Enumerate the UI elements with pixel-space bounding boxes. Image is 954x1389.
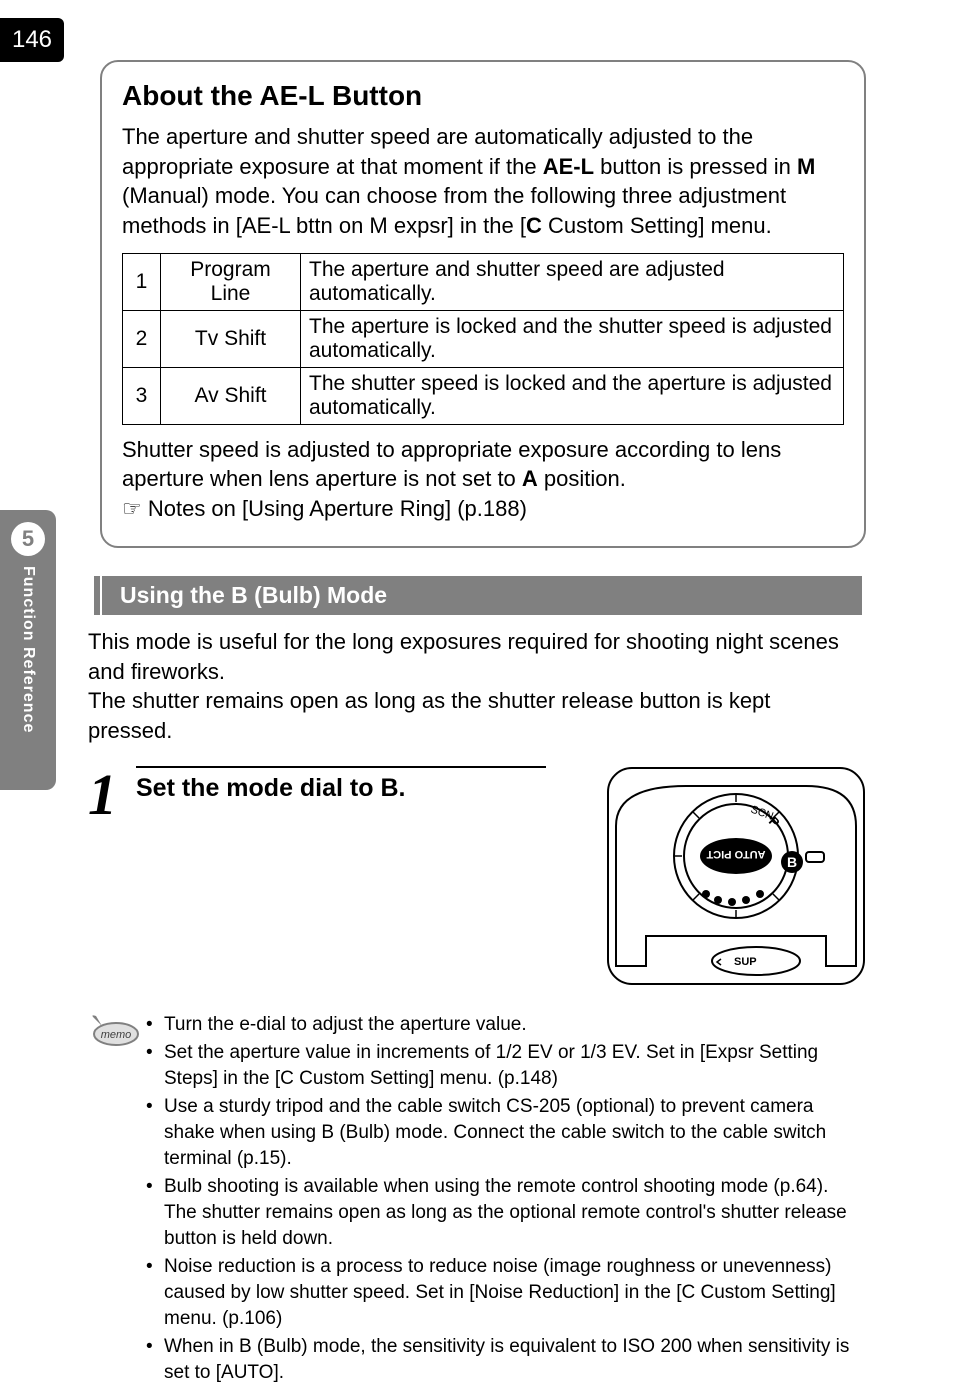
callout-after-1: Shutter speed is adjusted to appropriate… [122, 437, 781, 492]
callout-after-2: position. [538, 466, 626, 491]
step-text: Set the mode dial to B. [136, 766, 546, 803]
list-item: Set the aperture value in increments of … [146, 1040, 866, 1091]
chapter-title: Function Reference [19, 566, 37, 733]
dial-center-label: AUTO PICT [706, 848, 765, 860]
list-item: Bulb shooting is available when using th… [146, 1174, 866, 1251]
memo-list: Turn the e-dial to adjust the aperture v… [142, 1012, 866, 1389]
step-text-b: B [380, 774, 398, 802]
callout-after-note: Notes on [Using Aperture Ring] (p.188) [142, 496, 527, 521]
content-area: About the AE-L Button The aperture and s… [88, 60, 866, 1389]
step-number: 1 [88, 766, 136, 824]
memo-row: memo Turn the e-dial to adjust the apert… [88, 1012, 866, 1389]
row-label: Program Line [161, 253, 301, 310]
callout-title-btn: AE-L [259, 80, 324, 111]
ael-table: 1 Program Line The aperture and shutter … [122, 253, 844, 425]
section-bar-pre: Using the [120, 582, 231, 608]
list-item: Use a sturdy tripod and the cable switch… [146, 1094, 866, 1171]
bulb-mode-heading: Using the B (Bulb) Mode [102, 576, 862, 615]
mode-dial-diagram: AUTO PICT P SCN B SUP [606, 766, 866, 986]
list-item: When in B (Bulb) mode, the sensitivity i… [146, 1334, 866, 1385]
callout-body-2: button is pressed in [594, 154, 797, 179]
list-item: Turn the e-dial to adjust the aperture v… [146, 1012, 866, 1038]
step-row: 1 Set the mode dial to B. [88, 766, 866, 986]
row-label: Av Shift [161, 367, 301, 424]
callout-title-pre: About the [122, 80, 259, 111]
row-desc: The aperture and shutter speed are adjus… [301, 253, 844, 310]
callout-body-4: Custom Setting] menu. [542, 213, 772, 238]
list-item: Noise reduction is a process to reduce n… [146, 1254, 866, 1331]
section-bar-b: B [231, 582, 248, 608]
chapter-number-circle: 5 [11, 522, 45, 556]
section-body: This mode is useful for the long exposur… [88, 627, 852, 746]
dial-b-label: B [787, 854, 797, 870]
row-desc: The aperture is locked and the shutter s… [301, 310, 844, 367]
table-row: 2 Tv Shift The aperture is locked and th… [123, 310, 844, 367]
callout-title: About the AE-L Button [122, 80, 844, 112]
callout-body-menuC: C [526, 213, 542, 238]
chapter-number: 5 [22, 526, 34, 552]
step-text-pre: Set the mode dial to [136, 774, 380, 802]
callout-title-post: Button [324, 80, 422, 111]
callout-body-mode: M [797, 154, 815, 179]
page-number: 146 [12, 26, 52, 54]
svg-text:memo: memo [101, 1029, 132, 1041]
row-num: 3 [123, 367, 161, 424]
row-label: Tv Shift [161, 310, 301, 367]
page-number-tab: 146 [0, 18, 64, 62]
callout-body: The aperture and shutter speed are autom… [122, 122, 844, 241]
callout-after-text: Shutter speed is adjusted to appropriate… [122, 435, 844, 524]
row-desc: The shutter speed is locked and the aper… [301, 367, 844, 424]
table-row: 3 Av Shift The shutter speed is locked a… [123, 367, 844, 424]
memo-icon: memo [88, 1012, 142, 1053]
dial-sup-label: SUP [734, 956, 757, 968]
row-num: 2 [123, 310, 161, 367]
table-row: 1 Program Line The aperture and shutter … [123, 253, 844, 310]
pointer-icon: ☞ [122, 496, 142, 521]
callout-body-btn: AE-L [543, 154, 594, 179]
step-text-post: . [399, 774, 406, 802]
ael-callout-box: About the AE-L Button The aperture and s… [100, 60, 866, 548]
row-num: 1 [123, 253, 161, 310]
callout-after-a: A [522, 466, 538, 491]
section-bar-post: (Bulb) Mode [248, 582, 387, 608]
side-tab: 5 Function Reference [0, 510, 56, 790]
